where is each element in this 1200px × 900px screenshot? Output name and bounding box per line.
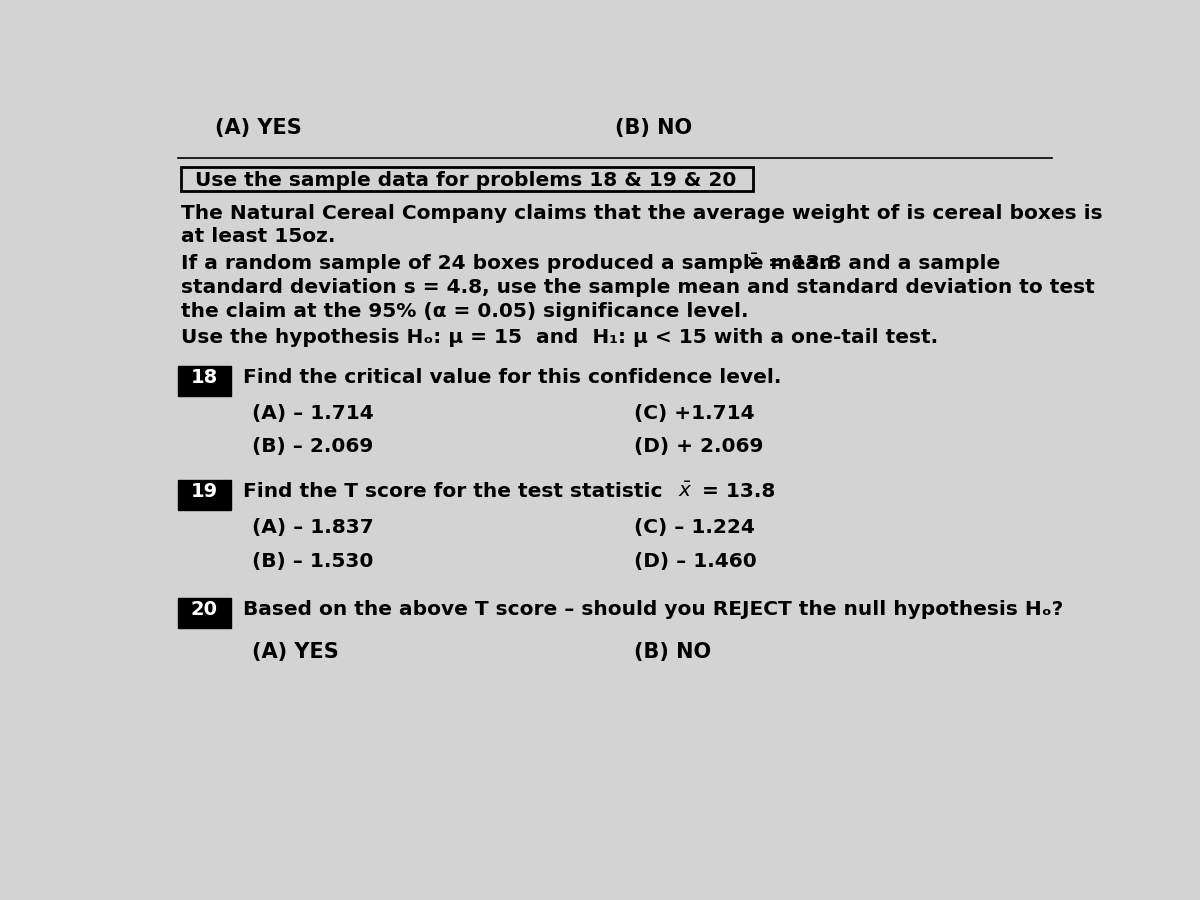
FancyBboxPatch shape xyxy=(178,480,230,510)
Text: (B) – 2.069: (B) – 2.069 xyxy=(252,437,373,456)
FancyBboxPatch shape xyxy=(181,166,752,191)
Text: 20: 20 xyxy=(191,600,217,619)
Text: (B) NO: (B) NO xyxy=(616,119,692,139)
Text: $\bar{x}$: $\bar{x}$ xyxy=(678,482,692,501)
Text: = 13.8 and a sample: = 13.8 and a sample xyxy=(761,254,1001,273)
Text: = 13.8: = 13.8 xyxy=(695,482,775,501)
Text: the claim at the 95% (α = 0.05) significance level.: the claim at the 95% (α = 0.05) signific… xyxy=(181,302,748,321)
Text: Find the critical value for this confidence level.: Find the critical value for this confide… xyxy=(242,368,781,387)
Text: (A) – 1.714: (A) – 1.714 xyxy=(252,404,374,423)
Text: (C) – 1.224: (C) – 1.224 xyxy=(634,518,755,537)
Text: standard deviation s = 4.8, use the sample mean and standard deviation to test: standard deviation s = 4.8, use the samp… xyxy=(181,278,1094,297)
Text: (A) YES: (A) YES xyxy=(252,642,340,662)
Text: (D) – 1.460: (D) – 1.460 xyxy=(634,552,756,571)
Text: 18: 18 xyxy=(191,368,217,387)
Text: 19: 19 xyxy=(191,482,217,501)
Text: at least 15oz.: at least 15oz. xyxy=(181,227,335,247)
FancyBboxPatch shape xyxy=(178,598,230,628)
Text: (B) NO: (B) NO xyxy=(634,642,710,662)
Text: Use the sample data for problems 18 & 19 & 20: Use the sample data for problems 18 & 19… xyxy=(194,171,736,190)
Text: Find the T score for the test statistic: Find the T score for the test statistic xyxy=(242,482,670,501)
Text: If a random sample of 24 boxes produced a sample mean: If a random sample of 24 boxes produced … xyxy=(181,254,840,273)
FancyBboxPatch shape xyxy=(178,365,230,396)
Text: (A) – 1.837: (A) – 1.837 xyxy=(252,518,374,537)
Text: (B) – 1.530: (B) – 1.530 xyxy=(252,552,373,571)
Text: $\bar{x}$: $\bar{x}$ xyxy=(745,254,760,273)
Text: Based on the above T score – should you REJECT the null hypothesis Hₒ?: Based on the above T score – should you … xyxy=(242,600,1063,619)
Text: (D) + 2.069: (D) + 2.069 xyxy=(634,437,763,456)
Text: (A) YES: (A) YES xyxy=(215,119,302,139)
Text: Use the hypothesis Hₒ: μ = 15  and  H₁: μ < 15 with a one-tail test.: Use the hypothesis Hₒ: μ = 15 and H₁: μ … xyxy=(181,328,938,347)
Text: The Natural Cereal Company claims that the average weight of is cereal boxes is: The Natural Cereal Company claims that t… xyxy=(181,203,1103,222)
Text: (C) +1.714: (C) +1.714 xyxy=(634,404,755,423)
